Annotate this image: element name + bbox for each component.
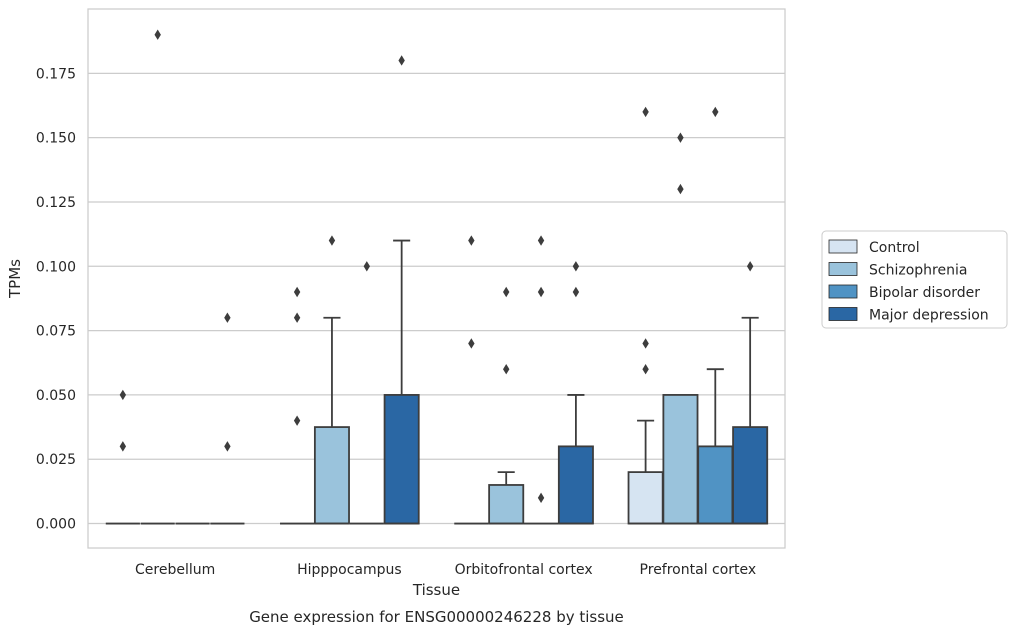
x-axis-label: Tissue xyxy=(412,581,460,599)
boxes xyxy=(105,29,769,525)
legend: Control Schizophrenia Bipolar disorder Majo… xyxy=(821,230,1008,329)
outlier-point xyxy=(642,363,649,375)
outlier-point xyxy=(712,106,719,118)
box-control xyxy=(105,389,140,525)
outlier-point xyxy=(677,183,684,195)
box-body xyxy=(313,426,350,525)
box-control xyxy=(280,286,315,525)
legend-label: Schizophrenia xyxy=(869,263,967,279)
box-major-depression xyxy=(732,261,769,525)
outlier-point xyxy=(572,261,580,272)
box-bipolar-disorder xyxy=(697,106,734,525)
y-tick-label: 0.050 xyxy=(36,388,76,404)
outlier-point xyxy=(154,29,161,40)
y-tick-label: 0.025 xyxy=(36,452,76,468)
outlier-point xyxy=(363,261,370,272)
y-tick-label: 0.075 xyxy=(36,324,76,340)
outlier-point xyxy=(293,415,301,426)
legend-label: Major depression xyxy=(869,308,989,324)
box-body xyxy=(557,445,594,525)
legend-label: Control xyxy=(869,240,920,256)
legend-swatch xyxy=(828,307,858,321)
x-tick-label: Prefrontal cortex xyxy=(640,562,757,578)
outlier-point xyxy=(537,286,545,298)
box-control xyxy=(627,106,664,525)
legend-swatch xyxy=(828,262,858,276)
outlier-point xyxy=(537,235,545,246)
outlier-point xyxy=(503,363,510,375)
box-schizophrenia xyxy=(662,132,699,525)
legend-swatch xyxy=(828,284,858,299)
box-bipolar-disorder xyxy=(523,235,559,525)
chart-caption: Gene expression for ENSG00000246228 by t… xyxy=(249,608,624,626)
y-tick-label: 0.150 xyxy=(36,131,76,147)
outlier-point xyxy=(293,286,301,298)
y-tick-labels: 0.000 0.025 0.050 0.075 0.100 0.125 0.150 0.175 xyxy=(36,66,76,532)
box-control xyxy=(454,235,489,525)
y-tick-label: 0.000 xyxy=(36,517,76,533)
box-major-depression xyxy=(210,312,245,525)
box-schizophrenia xyxy=(488,286,525,525)
outlier-point xyxy=(746,261,754,272)
outlier-point xyxy=(119,389,127,401)
outlier-point xyxy=(642,106,649,118)
box-body xyxy=(383,394,420,525)
box-major-depression xyxy=(557,261,594,525)
box-major-depression xyxy=(383,55,420,525)
y-axis-label: TPMs xyxy=(6,259,24,299)
box-body xyxy=(697,445,734,525)
outlier-point xyxy=(642,338,649,349)
box-body xyxy=(627,471,664,525)
outlier-point xyxy=(224,441,231,452)
x-tick-label: Hipppocampus xyxy=(297,562,402,578)
gridlines xyxy=(88,72,785,525)
x-tick-labels: Cerebellum Hipppocampus Orbitofrontal cort… xyxy=(135,562,756,578)
outlier-point xyxy=(468,338,475,349)
box-schizophrenia xyxy=(313,235,350,525)
outlier-point xyxy=(398,55,405,66)
outlier-point xyxy=(293,312,301,323)
x-tick-label: Orbitofrontal cortex xyxy=(455,562,593,578)
box-bipolar-disorder xyxy=(349,261,384,525)
legend-frame xyxy=(821,230,1008,329)
outlier-point xyxy=(468,235,475,246)
plot-frame xyxy=(87,8,786,549)
legend-label: Bipolar disorder xyxy=(869,285,980,301)
outlier-point xyxy=(537,492,545,504)
outlier-point xyxy=(328,235,336,246)
box-body xyxy=(662,394,699,525)
outlier-point xyxy=(503,286,510,298)
y-tick-label: 0.125 xyxy=(36,195,76,211)
outlier-point xyxy=(119,441,127,452)
outlier-point xyxy=(677,132,684,143)
y-tick-label: 0.100 xyxy=(36,259,76,275)
box-body xyxy=(732,426,769,525)
box-body xyxy=(488,484,525,525)
y-tick-label: 0.175 xyxy=(36,66,76,82)
outlier-point xyxy=(224,312,231,323)
outlier-point xyxy=(572,286,580,298)
legend-swatch xyxy=(828,239,858,254)
box-schizophrenia xyxy=(140,29,175,525)
x-tick-label: Cerebellum xyxy=(135,562,215,578)
